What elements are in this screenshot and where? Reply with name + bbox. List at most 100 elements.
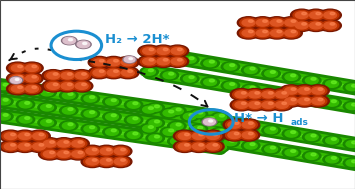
Circle shape <box>224 139 237 146</box>
Circle shape <box>225 120 243 129</box>
Circle shape <box>184 75 196 82</box>
Circle shape <box>91 58 108 67</box>
Circle shape <box>305 98 309 101</box>
Circle shape <box>331 138 336 140</box>
Circle shape <box>59 71 76 80</box>
Circle shape <box>262 88 280 97</box>
Circle shape <box>103 67 125 79</box>
Circle shape <box>18 143 31 150</box>
Circle shape <box>163 129 176 135</box>
Circle shape <box>240 28 257 38</box>
Circle shape <box>81 156 104 167</box>
Circle shape <box>50 141 54 143</box>
Circle shape <box>290 9 313 21</box>
Circle shape <box>311 77 316 80</box>
Circle shape <box>280 95 302 107</box>
Circle shape <box>204 136 217 142</box>
Circle shape <box>60 121 78 131</box>
Circle shape <box>277 30 282 33</box>
Circle shape <box>282 86 300 95</box>
Circle shape <box>282 72 301 82</box>
Circle shape <box>106 159 111 161</box>
Circle shape <box>219 114 224 117</box>
Circle shape <box>331 100 336 103</box>
Circle shape <box>91 68 108 77</box>
Circle shape <box>133 117 138 120</box>
Text: H* → H: H* → H <box>234 112 284 125</box>
Circle shape <box>26 65 38 71</box>
Circle shape <box>4 143 17 150</box>
Circle shape <box>302 75 321 85</box>
Circle shape <box>146 118 164 128</box>
Circle shape <box>105 58 122 67</box>
Circle shape <box>189 57 194 60</box>
Circle shape <box>163 53 176 60</box>
Circle shape <box>181 130 199 140</box>
Circle shape <box>316 12 321 15</box>
Circle shape <box>103 112 121 122</box>
Circle shape <box>285 30 297 36</box>
Circle shape <box>305 20 327 32</box>
Circle shape <box>41 104 54 111</box>
Circle shape <box>171 48 184 54</box>
Circle shape <box>293 10 311 20</box>
Circle shape <box>311 153 316 156</box>
Circle shape <box>188 130 210 142</box>
Circle shape <box>209 60 214 63</box>
Circle shape <box>84 110 97 117</box>
Circle shape <box>204 60 217 67</box>
Circle shape <box>33 133 45 139</box>
Circle shape <box>260 90 277 99</box>
Circle shape <box>271 19 283 26</box>
Circle shape <box>16 131 34 141</box>
Circle shape <box>160 127 179 137</box>
Circle shape <box>146 133 164 143</box>
Circle shape <box>21 83 43 95</box>
Circle shape <box>111 129 116 132</box>
Circle shape <box>60 91 78 100</box>
Circle shape <box>275 101 288 108</box>
Circle shape <box>237 27 260 39</box>
Circle shape <box>28 130 50 142</box>
Circle shape <box>124 130 143 140</box>
Circle shape <box>81 109 100 119</box>
Circle shape <box>323 79 341 89</box>
Circle shape <box>53 83 58 86</box>
Circle shape <box>244 99 266 111</box>
Circle shape <box>154 135 159 138</box>
Circle shape <box>47 90 51 92</box>
Circle shape <box>312 98 324 105</box>
Circle shape <box>202 118 217 126</box>
Circle shape <box>2 142 20 151</box>
Circle shape <box>149 105 162 111</box>
Circle shape <box>282 96 300 106</box>
Circle shape <box>69 39 73 41</box>
Circle shape <box>0 113 10 120</box>
Circle shape <box>302 132 321 142</box>
Circle shape <box>198 126 203 129</box>
Circle shape <box>324 22 337 29</box>
Circle shape <box>109 156 132 167</box>
Circle shape <box>59 81 76 91</box>
Circle shape <box>78 141 83 143</box>
Circle shape <box>41 119 54 126</box>
Circle shape <box>56 80 79 92</box>
Circle shape <box>296 86 313 95</box>
Circle shape <box>64 141 69 143</box>
Circle shape <box>257 88 280 101</box>
Circle shape <box>112 157 130 166</box>
Circle shape <box>305 88 309 90</box>
Circle shape <box>154 120 159 123</box>
Circle shape <box>275 91 288 98</box>
Circle shape <box>114 158 127 165</box>
Circle shape <box>178 143 191 150</box>
Circle shape <box>271 71 275 73</box>
Circle shape <box>181 112 199 121</box>
Circle shape <box>178 133 191 139</box>
Circle shape <box>0 81 13 91</box>
Circle shape <box>250 86 255 89</box>
Circle shape <box>326 81 338 87</box>
Circle shape <box>331 81 336 84</box>
Circle shape <box>207 143 219 150</box>
Circle shape <box>221 81 240 91</box>
